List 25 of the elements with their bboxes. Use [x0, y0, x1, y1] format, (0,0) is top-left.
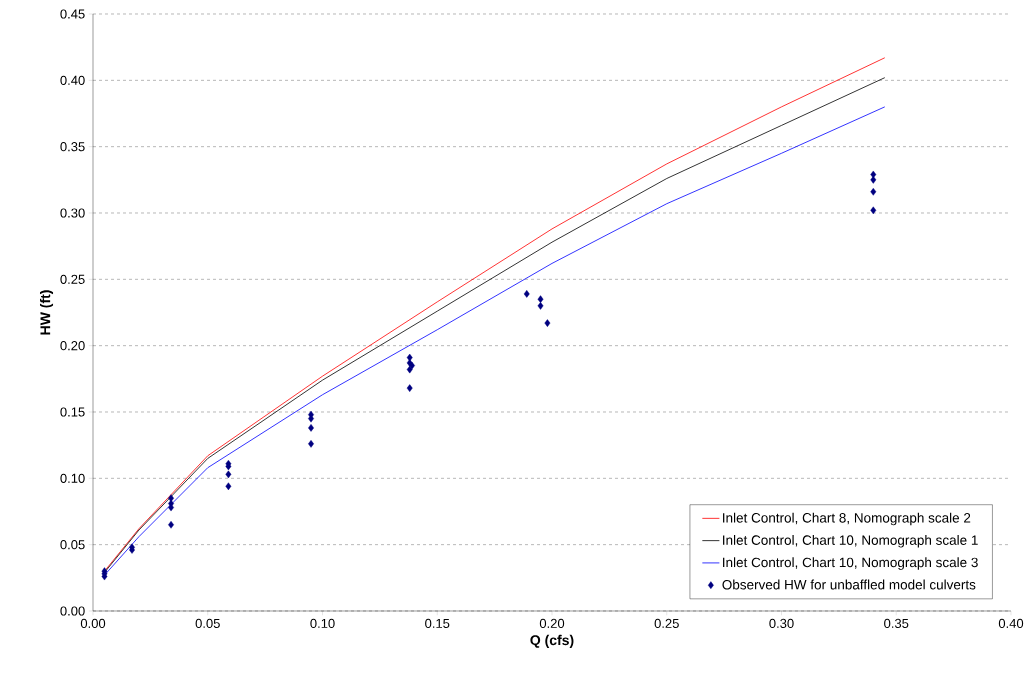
x-tick-label: 0.40 — [998, 618, 1024, 628]
y-axis-title: HW (ft) — [39, 290, 54, 335]
y-tick-label: 0.05 — [60, 540, 85, 550]
legend-label: Observed HW for unbaffled model culverts — [722, 579, 976, 590]
x-tick-label: 0.10 — [310, 618, 335, 628]
x-tick-label: 0.20 — [539, 618, 565, 628]
y-tick-label: 0.40 — [60, 75, 85, 85]
legend-label: Inlet Control, Chart 10, Nomograph scale 1 — [723, 535, 978, 548]
y-tick-label: 0.20 — [60, 341, 85, 351]
y-tick-label: 0.00 — [60, 606, 85, 616]
x-axis-title: Q (cfs) — [530, 634, 574, 648]
x-tick-label: 0.00 — [80, 618, 106, 628]
x-tick-label: 0.35 — [884, 618, 909, 628]
x-tick-label: 0.30 — [769, 618, 794, 628]
legend-label: Inlet Control, Chart 10, Nomograph scale 3 — [723, 557, 978, 570]
y-tick-label: 0.15 — [60, 407, 85, 417]
y-tick-label: 0.30 — [60, 208, 85, 218]
x-tick-label: 0.25 — [654, 618, 679, 628]
x-tick-label: 0.15 — [425, 618, 450, 628]
y-tick-label: 0.45 — [60, 9, 85, 19]
x-tick-label: 0.05 — [195, 618, 220, 628]
y-tick-label: 0.10 — [60, 473, 85, 483]
legend-label: Inlet Control, Chart 8, Nomograph scale 2 — [723, 512, 971, 526]
y-tick-label: 0.35 — [60, 142, 85, 152]
y-tick-label: 0.25 — [60, 274, 85, 284]
